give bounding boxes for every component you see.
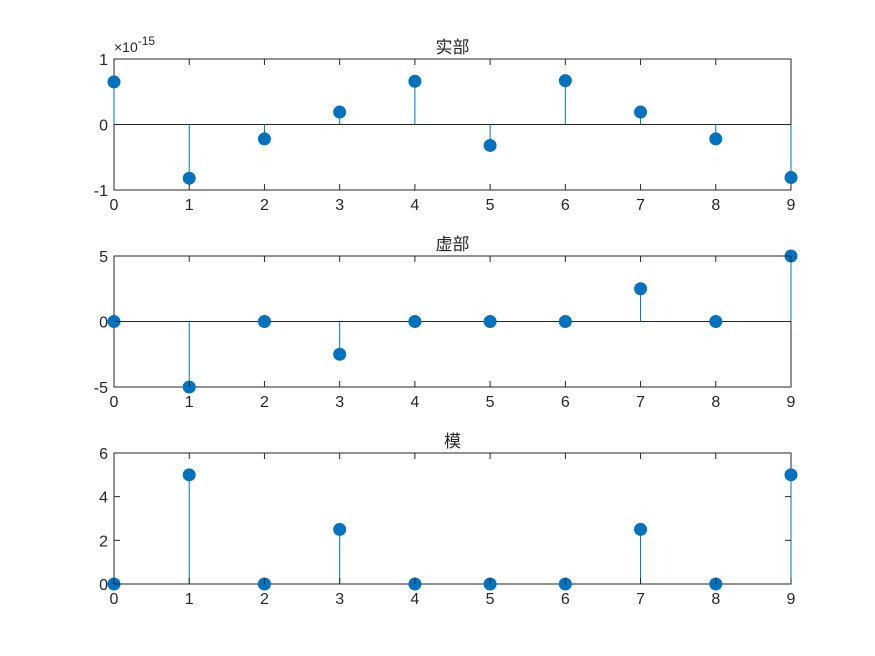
stem-marker [333,347,347,361]
stem-marker [709,315,723,328]
axes-box [113,452,792,585]
y-tick-label: 6 [99,446,108,463]
stem-marker [558,74,572,88]
y-tick-label: 0 [99,577,108,594]
stem-marker [634,105,648,119]
x-tick-label: 2 [260,394,269,411]
y-tick-label: 0 [99,315,108,332]
y-tick-label: 0 [99,118,108,135]
subplot-imaginary-part: 虚部 0 1 2 3 4 5 6 7 8 9-505 [94,235,798,411]
y-exponent-base: ×10 [114,39,138,55]
stem-marker [182,468,196,482]
stem-marker [107,75,121,89]
axis-ticks: 0 1 2 3 4 5 6 7 8 9 0 2 4 6 [99,446,795,608]
x-tick-label: 5 [486,197,495,214]
y-tick-label: 5 [99,249,108,266]
x-tick-label: 1 [185,591,194,608]
x-tick-label: 7 [636,197,645,214]
y-exponent-power: -15 [138,34,156,48]
x-tick-label: 3 [335,197,344,214]
y-tick-label: 4 [99,490,108,507]
x-tick-label: 0 [110,197,119,214]
x-tick-label: 3 [335,394,344,411]
x-tick-label: 1 [185,394,194,411]
x-tick-label: 4 [410,197,419,214]
stem-marker [784,468,798,482]
stem-marker [408,74,422,88]
x-tick-label: 8 [711,591,720,608]
stem-marker [634,522,648,536]
stem-marker [634,282,648,296]
y-tick-label: -5 [94,380,108,397]
y-tick-label: 1 [99,52,108,69]
x-tick-label: 6 [561,394,570,411]
x-tick-label: 2 [260,591,269,608]
x-tick-label: 0 [110,394,119,411]
y-tick-label: 2 [99,533,108,550]
x-tick-label: 8 [711,394,720,411]
stem-marks [107,74,798,185]
x-tick-label: 5 [486,394,495,411]
x-tick-label: 9 [787,197,796,214]
stem-marker [483,138,497,152]
stem-marker [784,171,798,185]
axis-ticks: 0 1 2 3 4 5 6 7 8 9-101 [94,52,796,214]
axis-ticks: 0 1 2 3 4 5 6 7 8 9-505 [94,249,796,411]
subplot-real-part: 实部 ×10-15 0 1 2 3 4 5 6 7 8 9-101 [94,34,798,214]
stem-marker [333,105,347,119]
y-exponent-label: ×10-15 [114,34,155,55]
stem-marker [257,315,271,328]
subplot-title: 实部 [436,38,470,58]
x-tick-label: 8 [711,197,720,214]
x-tick-label: 1 [185,197,194,214]
stem-marker [408,315,422,328]
x-tick-label: 5 [486,591,495,608]
stem-marker [483,315,497,328]
x-tick-label: 7 [636,394,645,411]
x-tick-label: 3 [335,591,344,608]
x-tick-label: 6 [561,197,570,214]
x-tick-label: 6 [561,591,570,608]
x-tick-label: 9 [787,591,796,608]
stem-marker [558,315,572,328]
x-tick-label: 0 [110,591,119,608]
stem-marker [709,132,723,146]
x-tick-label: 2 [260,197,269,214]
x-tick-label: 4 [410,591,419,608]
x-tick-label: 7 [636,591,645,608]
x-tick-label: 9 [787,394,796,411]
subplot-magnitude: 模 0 1 2 3 4 5 6 7 8 9 0 2 4 6 [99,432,798,608]
y-tick-label: -1 [94,183,108,200]
stem-marker [333,522,347,536]
subplot-title: 虚部 [436,235,470,255]
stem-marker [257,132,271,146]
x-tick-label: 4 [410,394,419,411]
stem-marker [182,171,196,185]
subplot-title: 模 [444,432,461,452]
